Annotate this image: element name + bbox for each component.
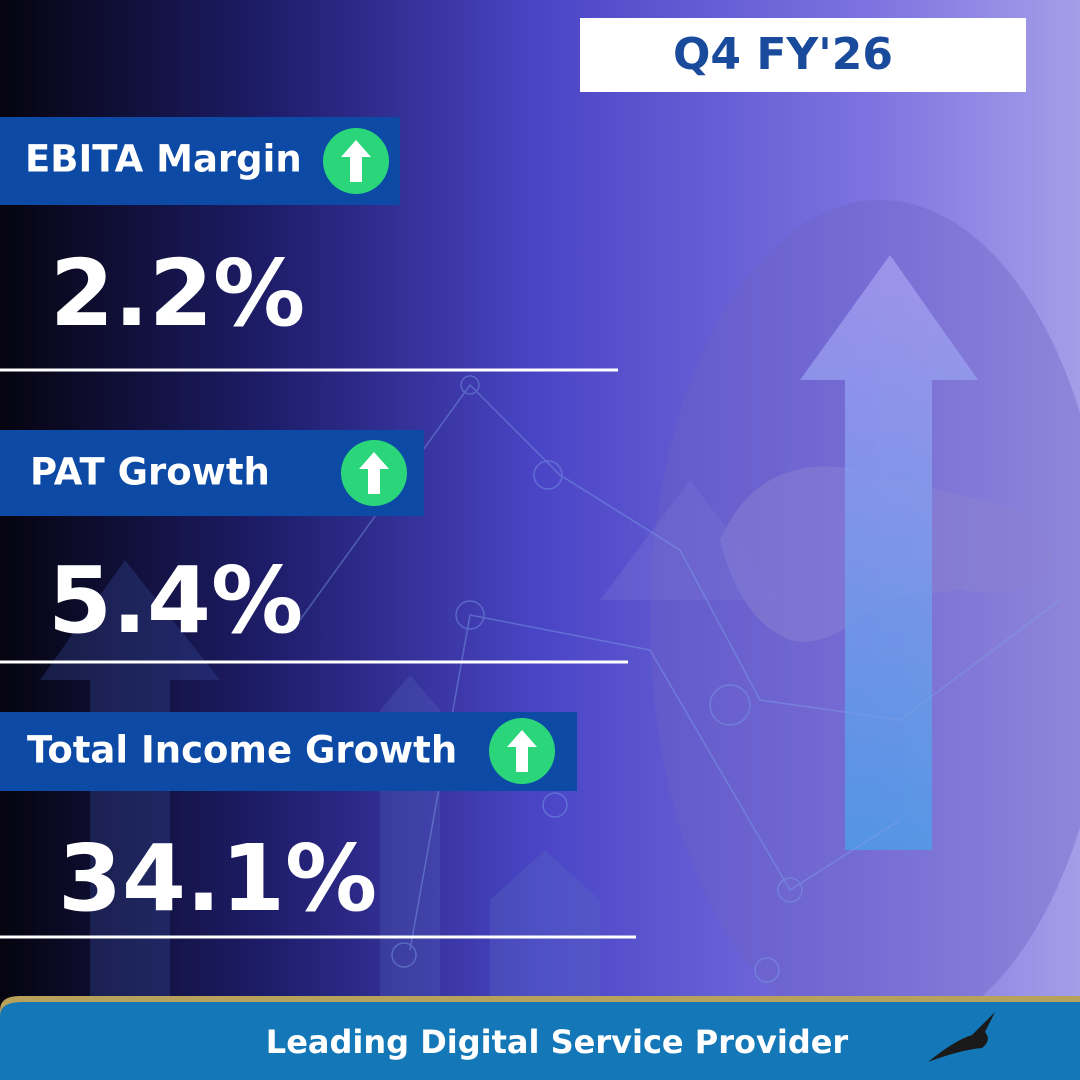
- badge-box: [580, 18, 1026, 92]
- metric-label: PAT Growth: [30, 451, 270, 494]
- metric-value: 5.4%: [48, 547, 303, 654]
- metric-label-box: [0, 712, 577, 791]
- up-arrow: [507, 730, 537, 772]
- metric: Total Income Growth 34.1%: [0, 712, 636, 939]
- metric-label: Total Income Growth: [27, 729, 457, 772]
- metric-value: 34.1%: [58, 825, 377, 932]
- badge-text: Q4 FY'26: [673, 29, 893, 80]
- metric: PAT Growth 5.4%: [0, 430, 628, 664]
- metric-label: EBITA Margin: [25, 138, 302, 181]
- decoration: [40, 200, 1080, 1040]
- up-arrow: [359, 452, 389, 494]
- footer-band: [0, 1002, 1080, 1080]
- footer-tagline: Leading Digital Service Provider: [266, 1023, 849, 1061]
- metric-value: 2.2%: [50, 240, 305, 347]
- up-arrow: [341, 140, 371, 182]
- metric: EBITA Margin 2.2%: [0, 117, 618, 372]
- eagle-logo: [928, 1012, 995, 1062]
